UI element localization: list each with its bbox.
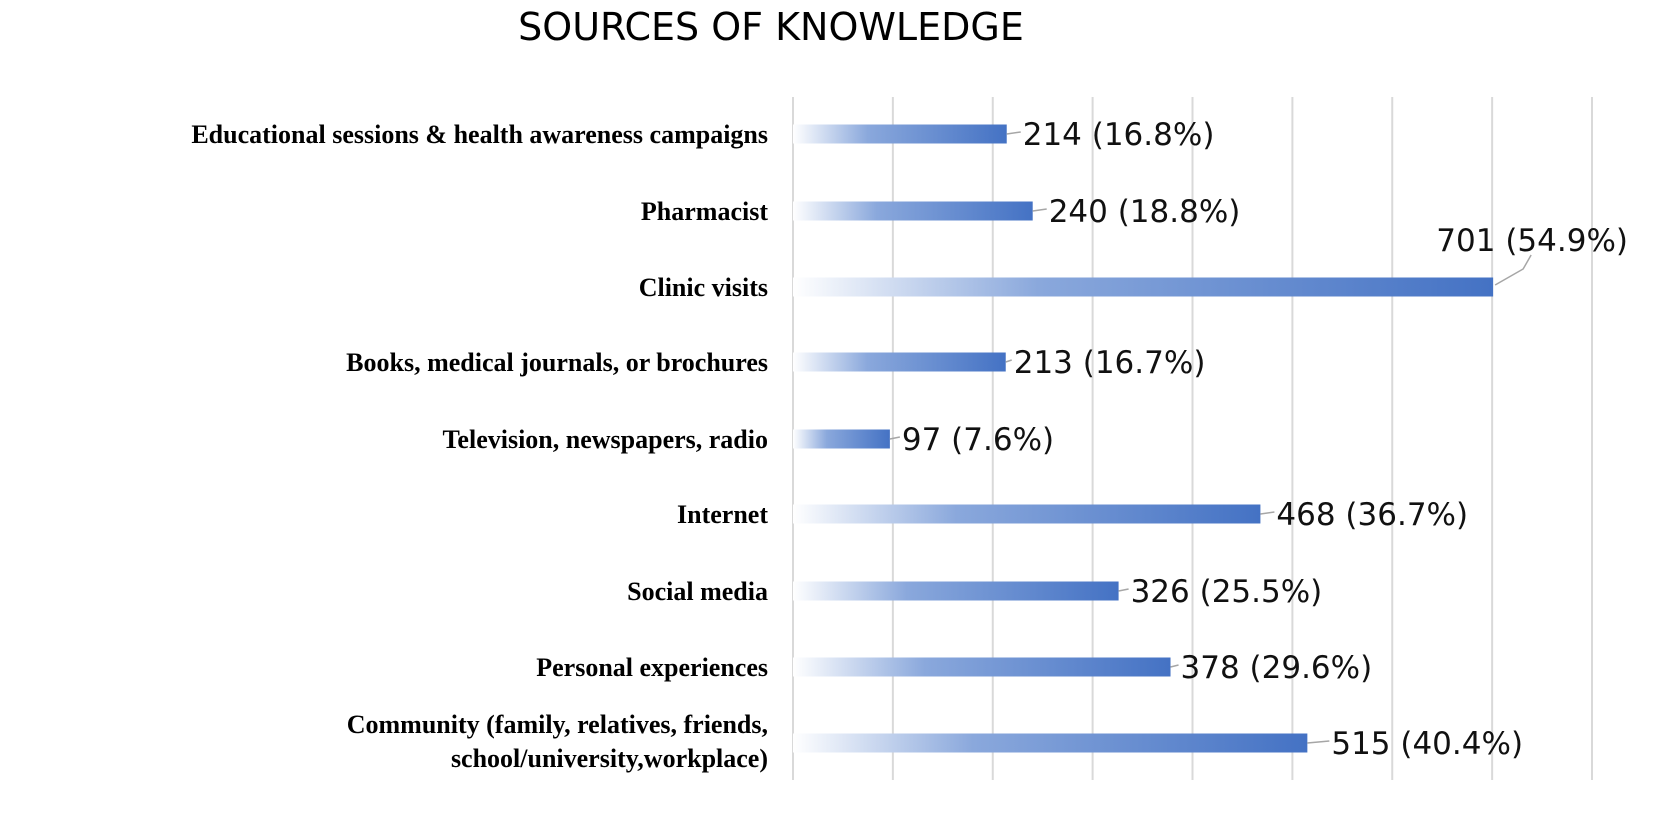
leader-line <box>1005 359 1012 363</box>
bar <box>793 124 1007 144</box>
chart-title: SOURCES OF KNOWLEDGE <box>518 5 1024 49</box>
bar <box>793 201 1033 221</box>
data-label: 213 (16.7%) <box>1014 345 1206 381</box>
category-label: Personal experiences <box>536 653 768 682</box>
leader-line <box>1006 131 1021 135</box>
data-label: 97 (7.6%) <box>902 422 1054 458</box>
category-label: Books, medical journals, or brochures <box>346 348 768 377</box>
data-label: 515 (40.4%) <box>1331 726 1523 762</box>
bar <box>793 581 1119 601</box>
data-label: 240 (18.8%) <box>1049 194 1241 230</box>
bars <box>793 124 1494 753</box>
category-label: Community (family, relatives, friends, <box>347 710 768 739</box>
leader-line <box>1170 664 1179 668</box>
category-label: Educational sessions & health awareness … <box>191 120 768 149</box>
leader-line <box>1118 588 1129 592</box>
category-label: Social media <box>627 577 768 606</box>
bar <box>793 429 890 449</box>
category-labels: Educational sessions & health awareness … <box>191 120 768 773</box>
data-label: 214 (16.8%) <box>1023 117 1215 153</box>
data-label: 468 (36.7%) <box>1276 497 1468 533</box>
data-label: 378 (29.6%) <box>1181 650 1373 686</box>
bar <box>793 733 1308 753</box>
category-label: school/university,workplace) <box>451 744 768 773</box>
bar <box>793 657 1171 677</box>
data-labels: 214 (16.8%) 240 (18.8%) 701 (54.9%) 213 (16… <box>889 117 1628 762</box>
category-label: Pharmacist <box>641 197 768 226</box>
bar <box>793 504 1261 524</box>
leader-line <box>1494 254 1532 286</box>
leader-line <box>889 436 901 440</box>
data-label: 701 (54.9%) <box>1436 223 1628 259</box>
bar <box>793 352 1006 372</box>
category-label: Internet <box>677 500 768 529</box>
leader-line <box>1032 208 1047 212</box>
bar <box>793 277 1494 297</box>
category-label: Clinic visits <box>639 273 768 302</box>
leader-line <box>1260 511 1275 515</box>
data-label: 326 (25.5%) <box>1131 574 1323 610</box>
leader-line <box>1307 740 1330 744</box>
category-label: Television, newspapers, radio <box>442 425 768 454</box>
